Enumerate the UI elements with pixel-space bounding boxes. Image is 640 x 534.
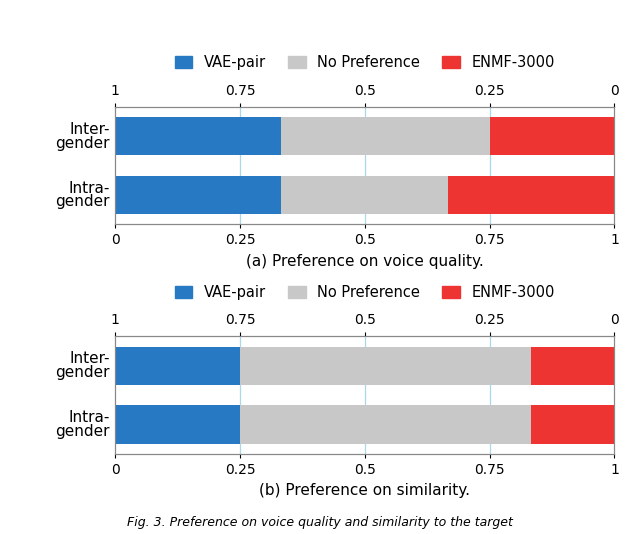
Bar bbox=[115, 347, 240, 385]
Bar bbox=[240, 347, 531, 385]
Text: (b) Preference on similarity.: (b) Preference on similarity. bbox=[259, 483, 470, 498]
Bar bbox=[282, 176, 447, 214]
Legend: VAE-pair, No Preference, ENMF-3000: VAE-pair, No Preference, ENMF-3000 bbox=[175, 285, 555, 300]
Bar bbox=[531, 405, 614, 444]
Bar bbox=[115, 176, 282, 214]
Bar bbox=[240, 405, 531, 444]
Text: Fig. 3. Preference on voice quality and similarity to the target: Fig. 3. Preference on voice quality and … bbox=[127, 516, 513, 529]
Bar bbox=[282, 117, 490, 155]
Bar bbox=[447, 176, 614, 214]
Bar bbox=[115, 405, 240, 444]
Bar bbox=[115, 117, 282, 155]
Legend: VAE-pair, No Preference, ENMF-3000: VAE-pair, No Preference, ENMF-3000 bbox=[175, 55, 555, 70]
Text: (a) Preference on voice quality.: (a) Preference on voice quality. bbox=[246, 254, 484, 269]
Bar bbox=[490, 117, 614, 155]
Bar bbox=[531, 347, 614, 385]
